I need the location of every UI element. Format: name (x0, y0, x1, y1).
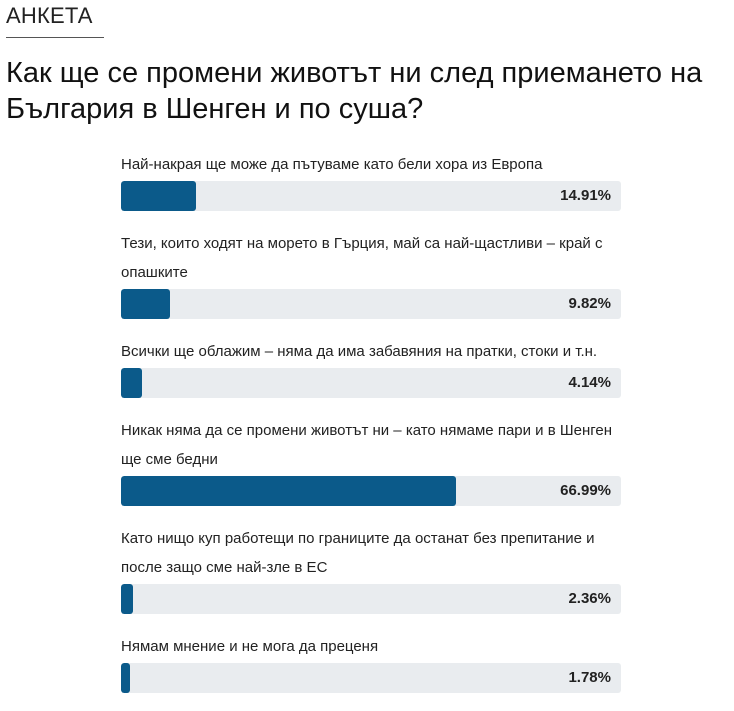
section-divider (6, 37, 104, 38)
poll-option[interactable]: Всички ще облажим – няма да има забавяни… (121, 337, 621, 398)
poll-option[interactable]: Най-накрая ще може да пътуваме като бели… (121, 150, 621, 211)
poll-result-percent: 66.99% (560, 482, 611, 499)
poll-result-percent: 1.78% (568, 669, 611, 686)
poll-option[interactable]: Като нищо куп работещи по границите да о… (121, 524, 621, 614)
poll-option-label: Никак няма да се промени животът ни – ка… (121, 422, 612, 468)
poll-option-label: Като нищо куп работещи по границите да о… (121, 530, 595, 576)
poll-result-fill (121, 584, 133, 614)
poll-result-fill (121, 181, 196, 211)
poll-option-label: Нямам мнение и не мога да преценя (121, 638, 379, 655)
poll-result-bar: 66.99% (121, 476, 621, 506)
poll-result-fill (121, 289, 171, 319)
poll-option[interactable]: Никак няма да се промени животът ни – ка… (121, 416, 621, 506)
poll-result-percent: 9.82% (568, 295, 611, 312)
poll-option-label: Най-накрая ще може да пътуваме като бели… (121, 156, 543, 173)
poll-result-bar: 14.91% (121, 181, 621, 211)
poll-options: Най-накрая ще може да пътуваме като бели… (121, 150, 621, 711)
poll-result-fill (121, 368, 142, 398)
poll-option[interactable]: Тези, които ходят на морето в Гърция, ма… (121, 229, 621, 319)
section-label: АНКЕТА (6, 3, 93, 28)
poll-result-fill (121, 476, 456, 506)
poll-result-bar: 4.14% (121, 368, 621, 398)
poll-question: Как ще се промени животът ни след приема… (6, 57, 703, 125)
poll-result-bar: 2.36% (121, 584, 621, 614)
poll-option-label: Всички ще облажим – няма да има забавяни… (121, 343, 598, 360)
poll-result-percent: 2.36% (568, 590, 611, 607)
poll-result-percent: 4.14% (568, 374, 611, 391)
poll-option-label: Тези, които ходят на морето в Гърция, ма… (121, 235, 603, 281)
poll-result-bar: 9.82% (121, 289, 621, 319)
poll-result-bar: 1.78% (121, 663, 621, 693)
poll-option[interactable]: Нямам мнение и не мога да преценя 1.78% (121, 632, 621, 693)
poll-result-fill (121, 663, 130, 693)
poll-result-percent: 14.91% (560, 187, 611, 204)
